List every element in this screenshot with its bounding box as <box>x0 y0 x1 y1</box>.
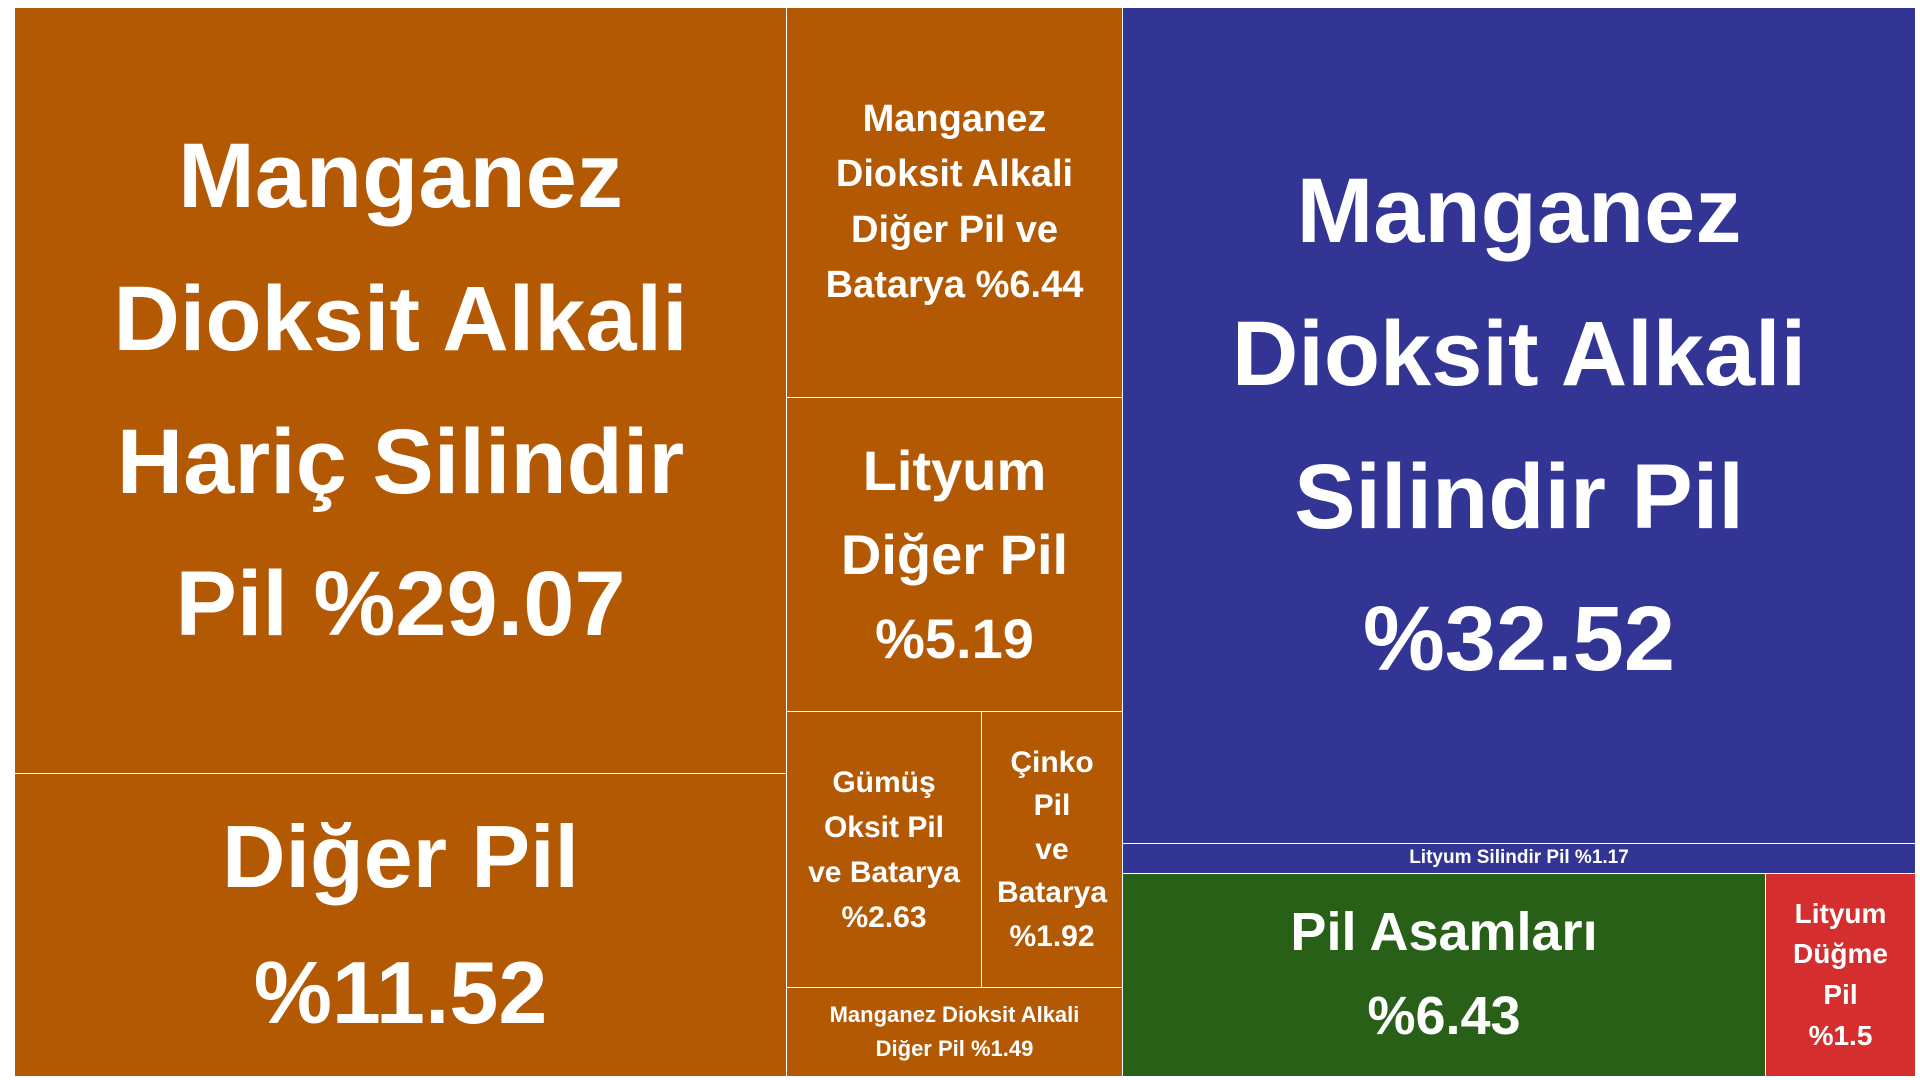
treemap-tile-mda-diger-pil: Manganez Dioksit Alkali Diğer Pil %1.49 <box>787 988 1123 1077</box>
treemap-tile-mda-silindir-pil: Manganez Dioksit Alkali Silindir Pil %32… <box>1123 8 1916 844</box>
treemap-tile-cinko-pil: Çinko Pil ve Batarya %1.92 <box>982 712 1123 988</box>
treemap-tile-label: Lityum Diğer Pil %5.19 <box>840 438 1069 670</box>
treemap-tile-label: Lityum Silindir Pil %1.17 <box>1409 847 1629 869</box>
treemap-tile-label: Manganez Dioksit Alkali Silindir Pil %32… <box>1231 160 1807 691</box>
treemap-tile-label: Gümüş Oksit Pil ve Batarya %2.63 <box>808 765 960 934</box>
treemap-tile-lityum-silindir-pil: Lityum Silindir Pil %1.17 <box>1123 844 1916 874</box>
treemap-tile-label: Manganez Dioksit Alkali Hariç Silindir P… <box>113 125 688 656</box>
treemap-tile-mda-haric-silindir: Manganez Dioksit Alkali Hariç Silindir P… <box>15 8 787 774</box>
treemap-tile-lityum-dugme-pil: Lityum Düğme Pil %1.5 <box>1766 874 1916 1077</box>
treemap-tile-lityum-diger-pil: Lityum Diğer Pil %5.19 <box>787 398 1123 712</box>
treemap-tile-label: Pil Asamları %6.43 <box>1290 902 1598 1046</box>
treemap-tile-label: Diğer Pil %11.52 <box>222 806 579 1042</box>
treemap-tile-label: Manganez Dioksit Alkali Diğer Pil %1.49 <box>829 1001 1080 1061</box>
treemap-tile-pil-asamlari: Pil Asamları %6.43 <box>1123 874 1766 1077</box>
treemap-tile-label: Manganez Dioksit Alkali Diğer Pil ve Bat… <box>825 98 1084 306</box>
treemap-tile-diger-pil: Diğer Pil %11.52 <box>15 774 787 1077</box>
treemap-tile-gumus-oksit: Gümüş Oksit Pil ve Batarya %2.63 <box>787 712 982 988</box>
treemap-tile-mda-diger-pil-batarya: Manganez Dioksit Alkali Diğer Pil ve Bat… <box>787 8 1123 398</box>
treemap-tile-label: Lityum Düğme Pil %1.5 <box>1793 897 1888 1051</box>
treemap-tile-label: Çinko Pil ve Batarya %1.92 <box>996 745 1108 953</box>
